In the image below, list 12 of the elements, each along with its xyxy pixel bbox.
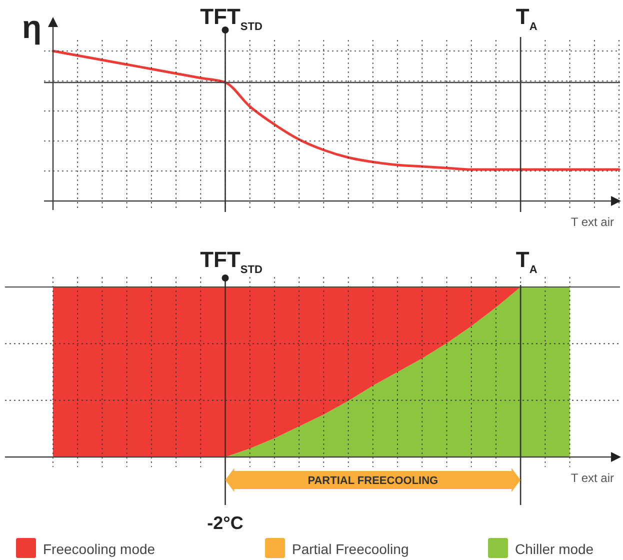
text: T$_{A}$ — [516, 247, 538, 276]
text: PARTIAL FREECOOLING — [308, 475, 438, 487]
text: -2°C — [207, 513, 244, 533]
y-axis-title: η — [22, 9, 42, 45]
text: TFT$_{STD}$ — [200, 4, 262, 33]
legend-label: Chiller mode — [515, 541, 594, 557]
x-axis-title: T ext air — [570, 471, 614, 485]
text: Partial Freecooling — [292, 541, 409, 557]
legend-label: Freecooling mode — [43, 541, 156, 557]
text: TFT$_{STD}$ — [200, 247, 262, 276]
text: T$_{A}$ — [516, 4, 538, 33]
x-axis-title: T ext air — [570, 215, 614, 229]
